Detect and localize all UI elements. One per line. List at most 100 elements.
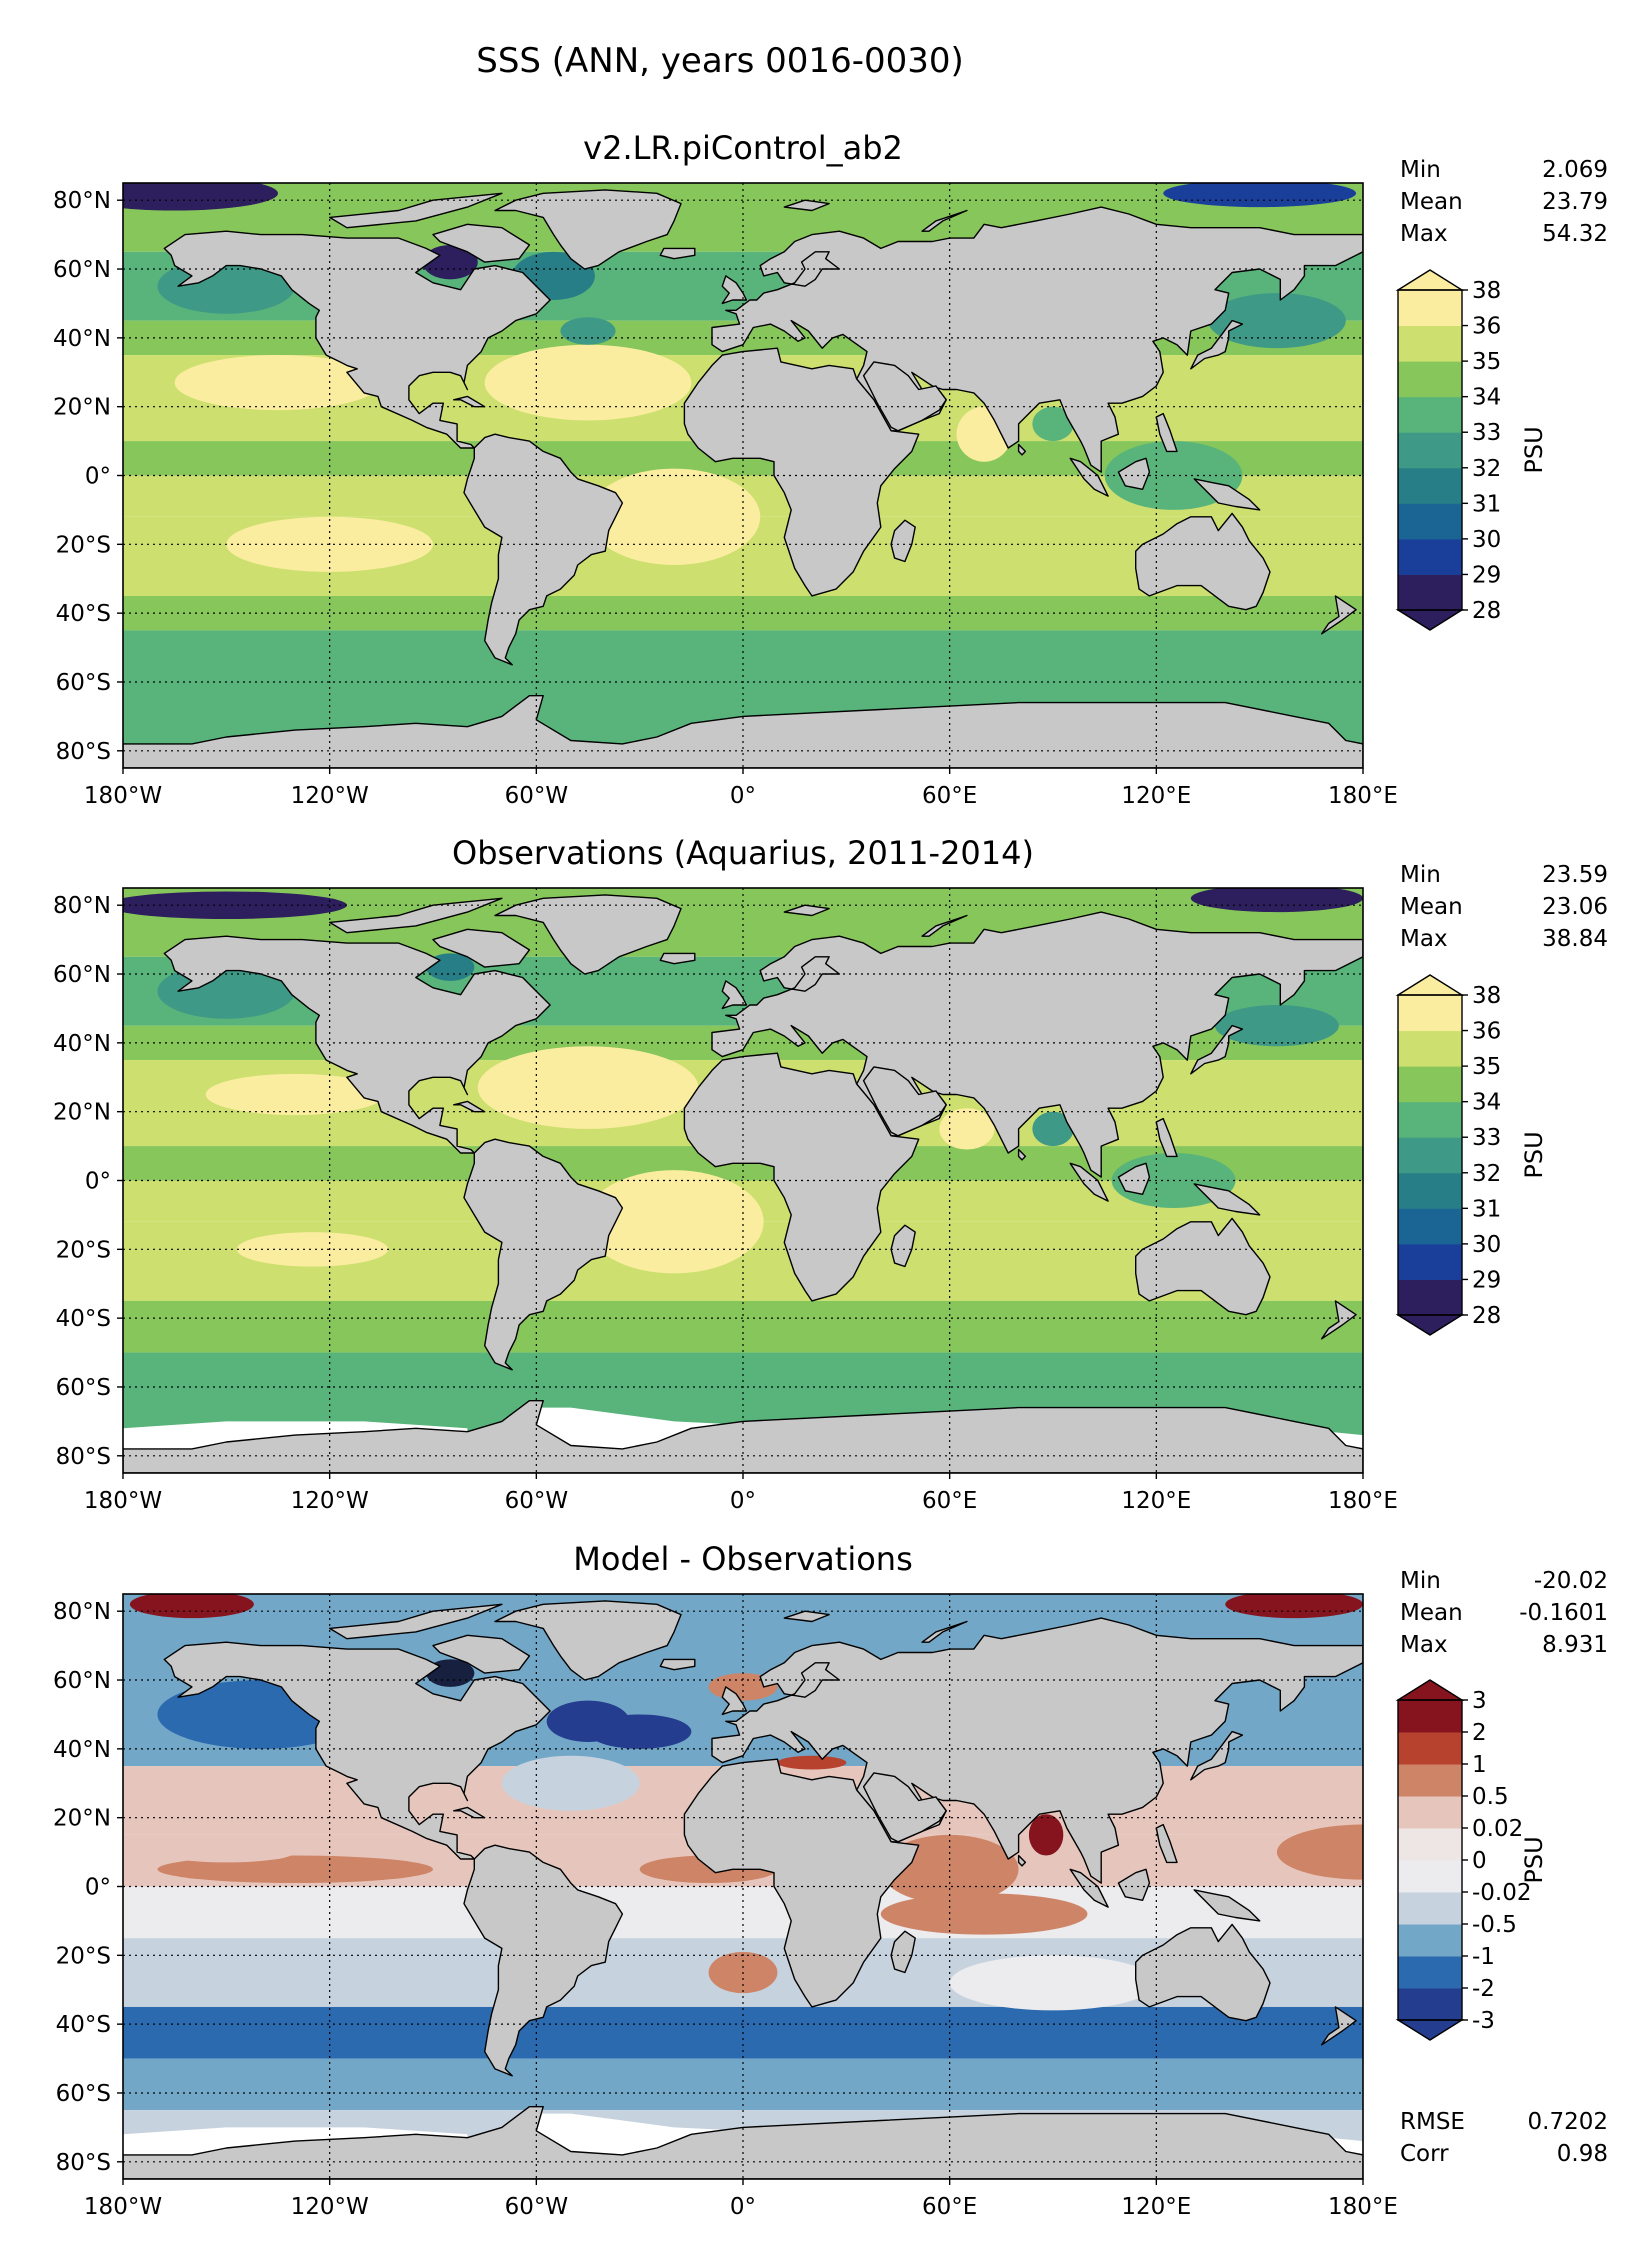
land-sri-lanka <box>1017 443 1027 456</box>
colorbar-frame <box>1397 994 1463 1316</box>
land-japan <box>1190 1730 1244 1781</box>
y-tick-label: 60°S <box>56 1375 111 1401</box>
y-tick-label: 60°S <box>56 2081 111 2107</box>
land-philippines <box>1155 1117 1178 1158</box>
sss-high-south-pacific <box>236 1232 389 1267</box>
map <box>122 182 1364 769</box>
colorbar-tick-label: 28 <box>1472 1303 1501 1329</box>
stat-label: Min <box>1400 157 1441 183</box>
y-tick-label: 20°S <box>56 1943 111 1969</box>
colorbar-tick-label: -0.5 <box>1472 1912 1517 1938</box>
land-layer <box>123 1600 1363 2179</box>
panel-2: Observations (Aquarius, 2011-2014) 180°W 1… <box>53 834 1608 1514</box>
land-arabia <box>862 1066 947 1137</box>
x-tick-label: 120°W <box>291 2194 369 2220</box>
colorbar-segment <box>1398 1764 1462 1797</box>
land-madagascar <box>890 519 916 563</box>
colorbar-tick-label: -3 <box>1472 2008 1495 2034</box>
x-tick-label: 60°E <box>922 2194 977 2220</box>
land-britain <box>721 980 748 1010</box>
panel-3: Model - Observations 180°W 120°W 60°W 0° 60°E… <box>53 1540 1608 2220</box>
land-greenland <box>494 189 682 270</box>
colorbar-tick-label: 30 <box>1472 527 1501 553</box>
colorbar-label: PSU <box>1520 1836 1548 1883</box>
y-tick-label: 40°N <box>53 1031 111 1057</box>
stat-value: 38.84 <box>1542 926 1608 952</box>
land-layer <box>123 894 1363 1473</box>
x-tick-label: 180°W <box>84 783 162 809</box>
land-madagascar <box>890 1224 916 1268</box>
land-sumatra <box>1069 457 1109 497</box>
sss-low-siberian <box>1190 888 1363 913</box>
gridlines <box>123 183 1363 768</box>
sss-high-south-atlantic <box>584 1170 764 1274</box>
y-tick-label: 40°N <box>53 1737 111 1763</box>
stat-label: Min <box>1400 1568 1441 1594</box>
diff-south-indian <box>949 1955 1157 2011</box>
colorbar-segment <box>1398 1988 1462 2021</box>
colorbar-segment <box>1398 574 1462 611</box>
x-tick-label: 180°E <box>1328 1488 1398 1514</box>
land-north-america <box>163 1641 551 1860</box>
land-antarctica <box>123 695 1363 768</box>
colorbar-tick-label: 2 <box>1472 1720 1487 1746</box>
diff-siberian-salty <box>1225 1594 1363 1619</box>
diff-subtropical-atlantic <box>501 1755 640 1811</box>
colorbar-tick-label: 38 <box>1472 278 1501 304</box>
land-australia <box>1135 512 1271 611</box>
stat-label: Max <box>1400 926 1448 952</box>
land-greenland <box>494 1600 682 1681</box>
sss-low-bay-of-bengal <box>1032 406 1074 442</box>
x-tick-label: 0° <box>730 783 756 809</box>
colorbar-tick-label: 38 <box>1472 983 1501 1009</box>
land-borneo <box>1117 1868 1151 1901</box>
panel-title: Model - Observations <box>573 1540 913 1578</box>
diff-north-atlantic-fresh <box>588 1714 692 1749</box>
sss-high-north-atlantic <box>477 1046 699 1129</box>
y-tick-label: 0° <box>85 1875 111 1901</box>
gridlines <box>123 888 1363 1473</box>
land-new-guinea <box>1193 478 1261 511</box>
colorbar-segment <box>1398 432 1462 469</box>
gridlines <box>123 1594 1363 2179</box>
land-australia <box>1135 1217 1271 1316</box>
colorbar-tick-label: 36 <box>1472 314 1501 340</box>
diff-band <box>123 2058 1363 2111</box>
sss-high-arabian-sea <box>939 1108 995 1150</box>
colorbar-segment <box>1398 1796 1462 1829</box>
sss-high-north-pacific <box>205 1073 385 1116</box>
x-tick-label: 120°W <box>291 1488 369 1514</box>
colorbar-tick-label: 35 <box>1472 349 1501 375</box>
colorbar-tick-label: 3 <box>1472 1688 1487 1714</box>
y-tick-label: 40°N <box>53 326 111 352</box>
colorbar-tick-label: 29 <box>1472 562 1501 588</box>
diff-west-pacific <box>1276 1824 1363 1880</box>
land-south-america <box>463 1138 624 1371</box>
land-baffin <box>432 223 531 263</box>
land-arabia <box>862 361 947 432</box>
diff-arctic-salty <box>129 1594 254 1619</box>
stat-label: Mean <box>1400 1600 1463 1626</box>
land-japan <box>1190 319 1244 370</box>
colorbar-segment <box>1398 1732 1462 1765</box>
colorbar-segment <box>1398 1700 1462 1733</box>
stat-value: -0.1601 <box>1519 1600 1608 1626</box>
y-tick-label: 80°S <box>56 739 111 765</box>
land-new-guinea <box>1193 1889 1261 1922</box>
map <box>122 887 1364 1474</box>
colorbar-segment <box>1398 1924 1462 1957</box>
stat-value: -20.02 <box>1534 1568 1608 1594</box>
colorbar-tick-label: 32 <box>1472 1161 1501 1187</box>
sss-south-indian <box>984 523 1157 565</box>
x-tick-label: 0° <box>730 1488 756 1514</box>
sss-high-south-atlantic <box>588 468 761 565</box>
diff-mediterranean <box>777 1755 847 1770</box>
map <box>122 1593 1364 2180</box>
x-tick-label: 120°W <box>291 783 369 809</box>
y-tick-label: 80°S <box>56 1444 111 1470</box>
panels: v2.LR.piControl_ab2 180°W 120°W 60°W 0° 60°E 1… <box>53 129 1608 2220</box>
colorbar-tick-label: -0.02 <box>1472 1880 1532 1906</box>
colorbar-tick-label: 28 <box>1472 598 1501 624</box>
land-africa <box>683 347 920 597</box>
colorbar-segment <box>1398 1030 1462 1067</box>
